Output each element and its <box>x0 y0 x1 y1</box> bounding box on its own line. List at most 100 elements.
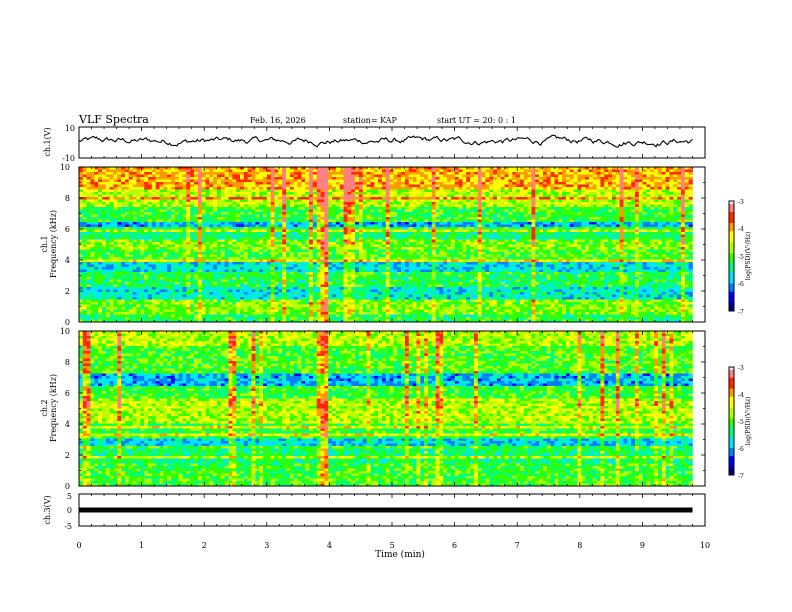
spectrogram-cell <box>604 184 609 188</box>
spectrogram-cell <box>516 184 521 188</box>
spectrogram-cell <box>197 219 202 223</box>
spectrogram-cell <box>282 199 287 203</box>
spectrogram-cell <box>447 212 452 215</box>
spectrogram-cell <box>443 192 448 195</box>
spectrogram-cell <box>473 232 479 235</box>
spectrogram-cell <box>588 237 594 240</box>
spectrogram-cell <box>286 234 291 238</box>
spectrogram-cell <box>228 202 233 205</box>
spectrogram-cell <box>259 217 264 220</box>
spectrogram-cell <box>657 204 663 208</box>
spectrogram-cell <box>677 229 682 233</box>
spectrogram-cell <box>343 242 348 245</box>
spectrogram-cell <box>631 177 636 180</box>
spectrogram-cell <box>585 222 590 225</box>
spectrogram-cell <box>485 224 490 228</box>
spectrogram-cell <box>213 227 218 230</box>
spectrogram-cell <box>558 182 563 185</box>
spectrogram-cell <box>355 189 360 193</box>
spectrogram-cell <box>167 232 172 235</box>
spectrogram-cell <box>608 227 613 230</box>
spectrogram-cell <box>209 209 214 213</box>
spectrogram-cell <box>362 199 367 203</box>
spectrogram-cell <box>174 239 179 243</box>
spectrogram-cell <box>381 194 387 198</box>
spectrogram-cell <box>512 219 517 223</box>
spectrogram-cell <box>600 202 605 205</box>
spectrogram-cell <box>542 197 548 200</box>
spectrogram-cell <box>535 197 540 200</box>
spectrogram-cell <box>113 184 118 188</box>
spectrogram-cell <box>493 179 498 183</box>
spectrogram-cell <box>98 214 103 218</box>
spectrogram-cell <box>255 192 260 195</box>
spectrogram-cell <box>466 184 471 188</box>
spectrogram-cell <box>324 194 329 198</box>
spectrogram-cell <box>519 224 525 228</box>
spectrogram-cell <box>343 224 348 228</box>
spectrogram-cell <box>224 184 229 188</box>
spectrogram-cell <box>627 174 632 178</box>
spectrogram-cell <box>205 207 210 210</box>
spectrogram-cell <box>397 184 402 188</box>
spectrogram-cell <box>205 179 210 183</box>
spectrogram-cell <box>466 179 471 183</box>
spectrogram-cell <box>615 172 620 175</box>
spectrogram-cell <box>519 182 525 185</box>
spectrogram-cell <box>217 232 222 235</box>
spectrogram-cell <box>113 187 118 190</box>
spectrogram-cell <box>677 224 682 228</box>
spectrogram-cell <box>412 172 417 175</box>
spectrogram-cell <box>489 222 494 225</box>
spectrogram-cell <box>585 204 590 208</box>
spectrogram-cell <box>485 209 490 213</box>
spectrogram-cell <box>113 194 118 198</box>
spectrogram-cell <box>286 184 291 188</box>
spectrogram-cell <box>82 229 87 233</box>
spectrogram-cell <box>565 189 571 193</box>
spectrogram-cell <box>661 182 666 185</box>
spectrogram-cell <box>416 204 421 208</box>
spectrogram-cell <box>378 169 383 173</box>
spectrogram-cell <box>289 229 295 233</box>
ch1-spectrogram <box>79 166 705 323</box>
spectrogram-cell <box>677 234 682 238</box>
spectrogram-cell <box>565 224 571 228</box>
spectrogram-cell <box>301 184 306 188</box>
spectrogram-cell <box>516 187 521 190</box>
spectrogram-cell <box>217 229 222 233</box>
spectrogram-cell <box>194 214 199 218</box>
spectrogram-cell <box>159 177 164 180</box>
spectrogram-cell <box>297 194 302 198</box>
spectrogram-cell <box>374 212 379 215</box>
spectrogram-cell <box>592 197 597 200</box>
spectrogram-cell <box>82 169 87 173</box>
spectrogram-cell <box>389 192 394 195</box>
spectrogram-cell <box>531 212 536 215</box>
spectrogram-cell <box>462 194 467 198</box>
spectrogram-cell <box>470 182 475 185</box>
spectrogram-cell <box>194 237 199 240</box>
spectrogram-cell <box>182 182 187 185</box>
spectrogram-cell <box>680 207 686 210</box>
spectrogram-cell <box>374 234 379 238</box>
spectrogram-cell <box>646 182 651 185</box>
spectrogram-cell <box>228 167 233 170</box>
spectrogram-cell <box>592 167 597 170</box>
spectrogram-cell <box>600 192 605 195</box>
spectrogram-cell <box>163 177 168 180</box>
spectrogram-cell <box>194 239 199 243</box>
spectrogram-cell <box>328 214 333 218</box>
spectrogram-cell <box>642 219 647 223</box>
spectrogram-cell <box>132 177 137 180</box>
spectrogram-cell <box>351 224 356 228</box>
spectrogram-cell <box>481 209 486 213</box>
spectrogram-cell <box>634 179 640 183</box>
spectrogram-cell <box>592 194 597 198</box>
spectrogram-cell <box>523 229 528 233</box>
spectrogram-cell <box>508 212 513 215</box>
spectrogram-cell <box>450 172 456 175</box>
spectrogram-cell <box>401 172 406 175</box>
spectrogram-cell <box>546 179 551 183</box>
spectrogram-cell <box>140 239 145 243</box>
